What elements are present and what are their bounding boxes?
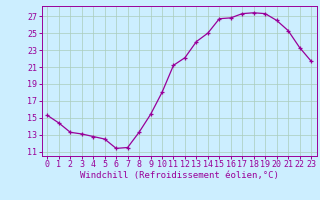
X-axis label: Windchill (Refroidissement éolien,°C): Windchill (Refroidissement éolien,°C): [80, 171, 279, 180]
